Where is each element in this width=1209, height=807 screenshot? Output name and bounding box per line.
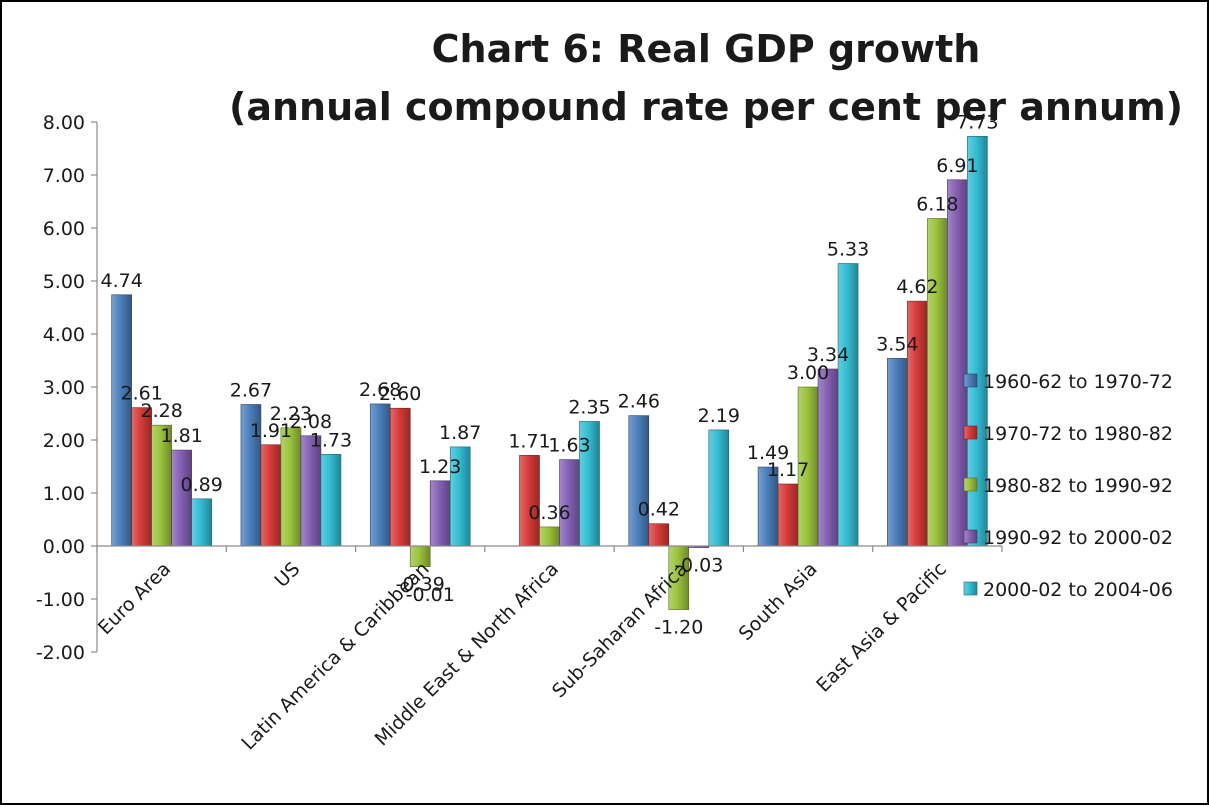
- data-label: 5.33: [827, 239, 869, 261]
- y-tick-label: 7.00: [43, 165, 85, 187]
- bar: [887, 358, 908, 547]
- chart-subtitle: (annual compound rate per cent per annum…: [229, 85, 1183, 129]
- data-label: 4.74: [100, 270, 142, 292]
- bar: [320, 454, 342, 547]
- x-axis: [96, 545, 1003, 552]
- data-labels: 4.74 2.612.28 1.81 0.89 2.67 1.912.232.081.73…: [100, 111, 998, 638]
- data-label: 1.91: [250, 420, 292, 442]
- legend-swatch: [963, 477, 978, 492]
- data-label: 2.46: [618, 391, 660, 413]
- bar: [648, 523, 670, 547]
- data-label: 2.08: [290, 411, 332, 433]
- data-label: 7.73: [956, 111, 998, 133]
- bar: [777, 483, 799, 547]
- y-tick-label: 1.00: [43, 483, 85, 505]
- legend-swatch: [963, 425, 978, 440]
- data-label: 2.35: [568, 396, 610, 418]
- bar: [369, 403, 391, 547]
- legend-swatch: [963, 581, 978, 596]
- legend-label: 1960-62 to 1970-72: [983, 371, 1173, 393]
- data-label: 6.18: [916, 193, 958, 215]
- data-label: 3.34: [807, 344, 849, 366]
- bar: [389, 407, 411, 547]
- data-label: 1.63: [548, 435, 590, 457]
- bar: [519, 455, 540, 547]
- y-tick-label: 3.00: [43, 377, 85, 399]
- y-tick-label: -2.00: [36, 642, 85, 664]
- data-label: 0.89: [180, 474, 222, 496]
- y-tick-label: 4.00: [43, 324, 85, 346]
- data-label: -0.03: [674, 555, 723, 577]
- data-label: 3.54: [876, 333, 918, 355]
- data-label: 4.62: [896, 276, 938, 298]
- category-label: US: [271, 558, 305, 592]
- bar: [191, 498, 212, 547]
- data-label: 2.23: [270, 403, 312, 425]
- data-label: -1.20: [654, 617, 703, 639]
- legend-label: 2000-02 to 2004-06: [983, 579, 1173, 601]
- data-label: 1.23: [419, 456, 461, 478]
- bar: [817, 368, 839, 547]
- bar: [837, 263, 859, 547]
- legend-label: 1990-92 to 2000-02: [983, 527, 1173, 549]
- data-label: 2.67: [230, 379, 272, 401]
- data-label: 2.28: [140, 400, 182, 422]
- data-label: 1.71: [508, 430, 550, 452]
- data-label: 2.68: [359, 379, 401, 401]
- data-label: -0.39: [396, 574, 445, 596]
- bar: [111, 294, 132, 547]
- data-label: 1.49: [747, 442, 789, 464]
- bar: [171, 449, 192, 547]
- y-tick-label: 2.00: [43, 430, 85, 452]
- y-axis: -2.00 -1.00 0.00 1.00 2.00 3.00 4.00 5.00 6.00 7.…: [36, 112, 98, 664]
- category-label: South Asia: [735, 558, 822, 645]
- annotation-label: -0.01: [406, 584, 455, 606]
- y-tick-label: 0.00: [43, 536, 85, 558]
- category-label: Euro Area: [94, 558, 175, 639]
- bar: [628, 415, 650, 547]
- bars: [111, 136, 988, 610]
- data-label: 1.81: [160, 425, 202, 447]
- legend-label: 1980-82 to 1990-92: [983, 475, 1173, 497]
- bar: [539, 526, 560, 547]
- bar: [260, 444, 282, 547]
- bar: [927, 218, 948, 547]
- legend-swatch: [963, 373, 978, 388]
- chart-title: Chart 6: Real GDP growth: [432, 27, 981, 71]
- bar: [280, 427, 302, 547]
- y-tick-label: 8.00: [43, 112, 85, 134]
- data-label: 3.00: [787, 362, 829, 384]
- bar: [131, 407, 152, 547]
- data-label: 2.19: [698, 405, 740, 427]
- category-label: East Asia & Pacific: [812, 558, 951, 697]
- data-label: 6.91: [936, 155, 978, 177]
- y-tick-label: 6.00: [43, 218, 85, 240]
- bar: [429, 480, 451, 547]
- data-label: 1.87: [439, 422, 481, 444]
- bar: [300, 435, 322, 547]
- legend-swatch: [963, 529, 978, 544]
- data-label: 1.73: [310, 429, 352, 451]
- legend: 1960-62 to 1970-72 1970-72 to 1980-82 1980…: [963, 371, 1173, 601]
- data-label: 2.60: [379, 383, 421, 405]
- bar: [708, 429, 730, 547]
- data-label: 2.61: [120, 383, 162, 405]
- y-tick-label: -1.00: [36, 589, 85, 611]
- data-label: 0.36: [528, 502, 570, 524]
- data-label: 0.42: [638, 499, 680, 521]
- data-label: 1.17: [767, 459, 809, 481]
- y-tick-label: 5.00: [43, 271, 85, 293]
- legend-label: 1970-72 to 1980-82: [983, 423, 1173, 445]
